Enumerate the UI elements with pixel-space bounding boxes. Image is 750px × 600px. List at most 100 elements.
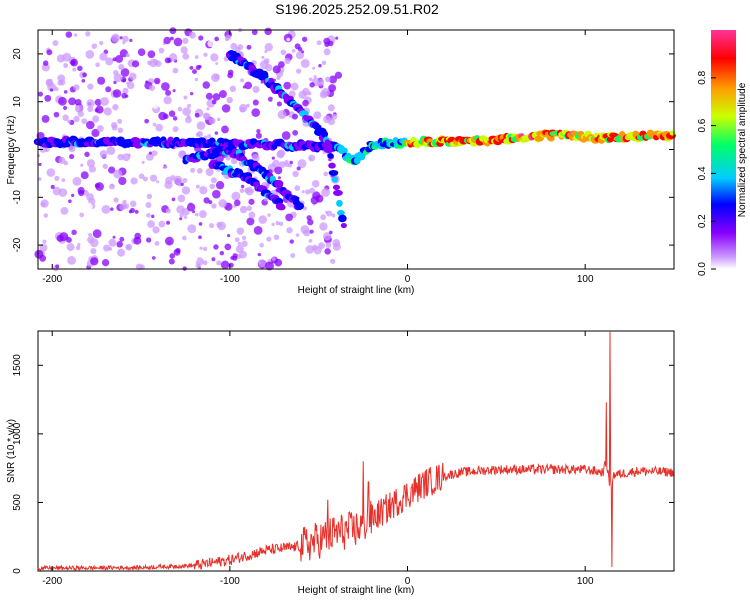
spectral-blob	[173, 37, 183, 47]
spectral-blob	[244, 81, 253, 90]
spectral-blob	[239, 188, 245, 194]
spectral-blob	[119, 203, 127, 211]
spectral-blob	[142, 176, 148, 182]
spectral-blob	[198, 222, 203, 226]
spectral-blob	[152, 122, 157, 127]
spectral-blob	[230, 157, 238, 165]
spectral-blob	[146, 153, 154, 161]
spectral-blob	[189, 254, 198, 264]
spectral-blob	[301, 50, 305, 54]
spectral-blob	[129, 72, 137, 81]
spectral-blob	[112, 89, 122, 98]
spectral-blob	[315, 194, 324, 203]
spectral-blob	[154, 241, 160, 246]
spectral-blob	[172, 67, 179, 74]
spectral-blob	[144, 118, 150, 124]
spectral-blob	[321, 188, 330, 197]
spectral-blob	[331, 176, 339, 183]
spectral-blob	[205, 167, 214, 177]
spectral-blob	[152, 103, 159, 110]
spectral-blob	[118, 63, 125, 71]
spectral-blob	[97, 76, 106, 85]
spectral-blob	[311, 244, 318, 251]
spectral-blob	[283, 81, 292, 90]
spectral-blob	[272, 159, 280, 168]
snr-y-label: SNR (10 * v/v)	[6, 419, 17, 483]
spectral-blob	[313, 75, 317, 79]
spectral-blob	[199, 246, 203, 250]
spectral-blob	[145, 80, 149, 84]
spectral-blob	[325, 143, 333, 149]
spectral-blob	[73, 33, 78, 37]
spectral-blob	[49, 88, 54, 92]
spectral-blob	[246, 205, 253, 211]
spectral-blob	[208, 117, 216, 125]
spectral-blob	[63, 90, 68, 94]
spectral-blob	[322, 232, 332, 241]
spectral-blob	[89, 238, 99, 248]
spectral-blob	[339, 147, 348, 155]
spectral-blob	[44, 94, 52, 102]
spectral-blob	[279, 161, 286, 168]
colorbar-tick-label: 0.2	[697, 214, 708, 228]
spectral-blob	[272, 97, 279, 104]
spectral-blob	[328, 169, 339, 176]
spectral-blob	[182, 235, 187, 241]
spectral-blob	[240, 78, 245, 83]
spectral-blob	[113, 80, 117, 85]
spectral-blob	[119, 36, 123, 40]
spectral-blob	[212, 93, 221, 101]
spectral-blob	[168, 258, 175, 265]
spectral-blob	[258, 261, 262, 265]
spectral-blob	[203, 197, 210, 204]
spectral-blob	[153, 77, 161, 85]
spectral-blob	[295, 233, 300, 237]
spectral-blob	[236, 227, 245, 235]
spectral-blob	[286, 37, 291, 42]
y-tick-label: 500	[12, 494, 23, 511]
spectral-blob	[58, 157, 66, 164]
colorbar-label: Normalized spectral amplitude	[737, 82, 748, 217]
spectral-blob	[85, 202, 93, 210]
spectral-blob	[50, 184, 55, 190]
spectral-blob	[239, 106, 246, 113]
spectral-blob	[263, 198, 268, 202]
spectral-blob	[111, 121, 118, 129]
spectral-blob	[158, 47, 165, 54]
spectral-blob	[147, 60, 152, 66]
spectral-blob	[255, 132, 262, 139]
spectral-blob	[141, 160, 145, 164]
spectral-blob	[95, 105, 104, 114]
spectral-blob	[147, 220, 155, 228]
spectral-blob	[284, 159, 289, 165]
spectral-blob	[127, 153, 131, 157]
spectral-blob	[308, 239, 313, 243]
spectral-blob	[146, 213, 151, 218]
spectral-blob	[57, 148, 65, 155]
spectral-blob	[95, 62, 101, 68]
spectral-blob	[227, 72, 234, 79]
spectral-blob	[69, 153, 75, 160]
spectral-blob	[225, 154, 232, 161]
spectral-blob	[283, 153, 291, 161]
spectral-blob	[277, 204, 286, 211]
spectral-blob	[61, 178, 66, 183]
y-tick-label: 0	[12, 146, 23, 152]
y-tick-label: 10	[12, 96, 23, 108]
spectral-blob	[189, 31, 196, 39]
spectral-blob	[226, 96, 233, 104]
spectral-blob	[298, 90, 307, 99]
spectral-blob	[117, 248, 126, 257]
spectral-blob	[53, 111, 60, 118]
spectral-blob	[91, 128, 100, 138]
spectral-blob	[100, 96, 109, 106]
spectral-blob	[251, 29, 258, 36]
spectral-blob	[194, 55, 199, 59]
spectral-blob	[68, 97, 77, 106]
spectral-blob	[303, 229, 311, 237]
spectral-blob	[151, 214, 155, 218]
spectral-blob	[234, 237, 240, 243]
colorbar-gradient	[711, 30, 736, 269]
spectral-blob	[37, 177, 42, 181]
